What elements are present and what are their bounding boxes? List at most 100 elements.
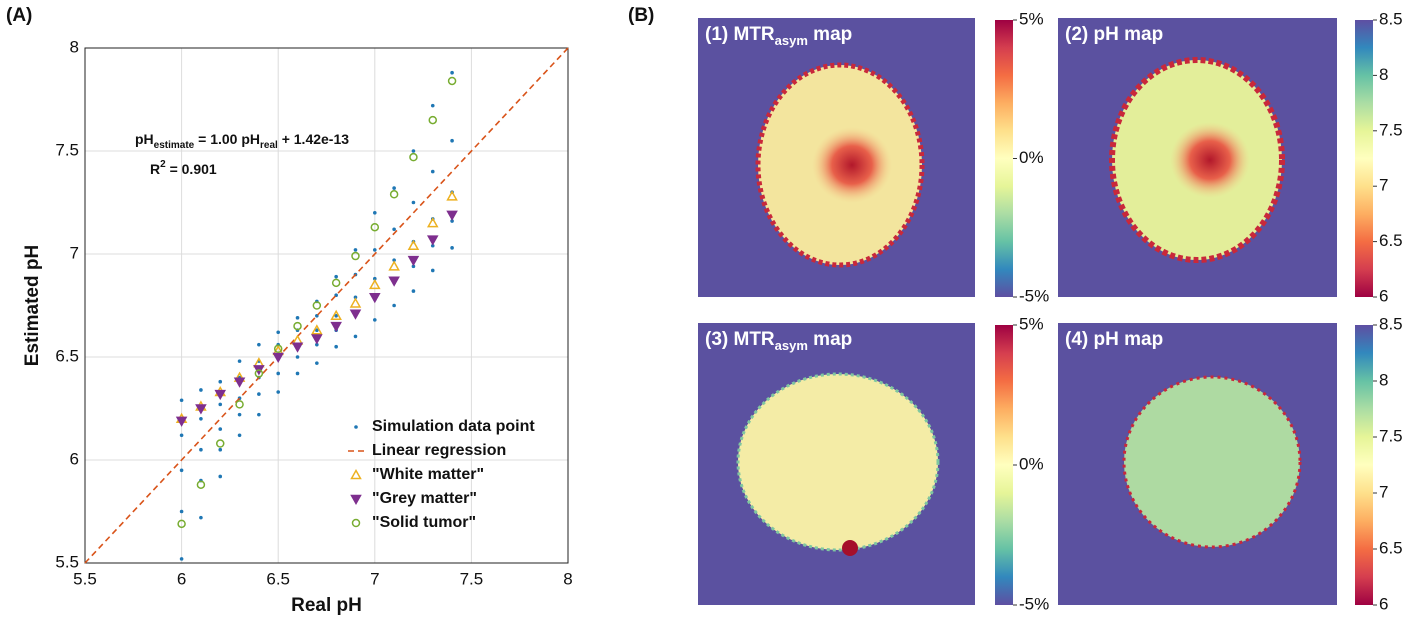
annotation: R2 = 0.901 (150, 159, 217, 177)
data-point (180, 510, 184, 514)
data-point (238, 433, 242, 437)
annotation-part: = 1.00 pH (194, 131, 260, 147)
data-point (296, 372, 300, 376)
data-point (431, 104, 435, 108)
colorbar-label: 7.5 (1379, 426, 1403, 445)
map-title-part: (2) pH map (1065, 24, 1163, 45)
x-tick-label: 6.5 (266, 569, 290, 588)
data-point (218, 380, 222, 384)
map-title: (2) pH map (1065, 24, 1163, 45)
colorbar-label: 7.5 (1379, 120, 1403, 139)
data-point (412, 149, 416, 153)
annotation-part: estimate (154, 140, 195, 151)
data-point (238, 359, 242, 363)
data-point (257, 392, 261, 396)
data-point (199, 417, 203, 421)
data-point (180, 469, 184, 473)
colorbar-label: 0% (1019, 454, 1044, 473)
colorbar-label: 5% (1019, 9, 1044, 28)
map-title-part: (1) MTR (705, 24, 775, 45)
colorbar-label: 6 (1379, 594, 1388, 613)
colorbar-label: 7 (1379, 176, 1388, 195)
data-point (412, 201, 416, 205)
x-tick-label: 8 (563, 569, 572, 588)
colorbar-label: -5% (1019, 286, 1049, 305)
map-title-part: (4) pH map (1065, 329, 1163, 350)
data-point (199, 388, 203, 392)
colorbar-label: 8.5 (1379, 314, 1403, 333)
data-point (431, 170, 435, 174)
data-point (431, 269, 435, 273)
map-title-part: (3) MTR (705, 329, 775, 350)
data-point (276, 372, 280, 376)
legend-label: "Grey matter" (372, 490, 477, 507)
y-tick-label: 7 (70, 243, 79, 262)
data-point (354, 335, 358, 339)
map-title-part: asym (775, 338, 808, 353)
colorbar-label: 8 (1379, 370, 1388, 389)
figure: (A) (B) 5.566.577.585.566.577.58Real pHE… (0, 0, 1421, 624)
colorbar-label: 6.5 (1379, 538, 1403, 557)
map-title-part: map (808, 24, 852, 45)
colorbar-label: 0% (1019, 148, 1044, 167)
data-point (296, 355, 300, 359)
data-point (257, 343, 261, 347)
map-title-part: map (808, 329, 852, 350)
y-tick-label: 5.5 (55, 552, 79, 571)
data-point (180, 557, 184, 561)
data-point (180, 433, 184, 437)
data-point (315, 361, 319, 365)
y-axis-label: Estimated pH (22, 245, 43, 366)
colorbar-label: 6.5 (1379, 231, 1403, 250)
legend-label: "Solid tumor" (372, 514, 476, 531)
colorbar-label: 8.5 (1379, 9, 1403, 28)
x-tick-label: 7 (370, 569, 379, 588)
data-point (373, 248, 377, 252)
data-point (334, 345, 338, 349)
annotation-part: R (150, 161, 160, 177)
panel-label: (A) (6, 5, 32, 26)
data-point (373, 318, 377, 322)
legend-swatch (354, 425, 358, 429)
data-point (412, 289, 416, 293)
legend-label: "White matter" (372, 466, 484, 483)
data-point (392, 227, 396, 231)
panel-label: (B) (628, 5, 654, 26)
data-point (199, 448, 203, 452)
legend-label: Simulation data point (372, 418, 535, 435)
data-point (392, 186, 396, 190)
x-tick-label: 5.5 (73, 569, 97, 588)
y-tick-label: 8 (70, 37, 79, 56)
data-point (218, 475, 222, 479)
data-point (450, 71, 454, 75)
data-point (238, 413, 242, 417)
data-point (450, 246, 454, 250)
data-point (276, 330, 280, 334)
data-point (276, 390, 280, 394)
x-tick-label: 7.5 (460, 569, 484, 588)
annotation-part: real (260, 140, 278, 151)
data-point (334, 275, 338, 279)
x-tick-label: 6 (177, 569, 186, 588)
colorbar-label: 6 (1379, 286, 1388, 305)
data-point (296, 316, 300, 320)
data-point (199, 516, 203, 520)
colorbar-label: 8 (1379, 65, 1388, 84)
data-point (354, 248, 358, 252)
annotation-part: + 1.42e-13 (278, 131, 349, 147)
data-point (392, 304, 396, 308)
y-tick-label: 6.5 (55, 346, 79, 365)
colorbar-label: 5% (1019, 314, 1044, 333)
annotation-part: = 0.901 (166, 161, 217, 177)
y-tick-label: 7.5 (55, 140, 79, 159)
data-point (218, 427, 222, 431)
colorbar-label: 7 (1379, 482, 1388, 501)
data-point (373, 211, 377, 215)
map-title: (4) pH map (1065, 329, 1163, 350)
map-title-part: asym (775, 33, 808, 48)
data-point (257, 413, 261, 417)
data-point (218, 403, 222, 407)
brain-images (698, 18, 1337, 605)
data-point (450, 139, 454, 143)
data-point (180, 398, 184, 402)
